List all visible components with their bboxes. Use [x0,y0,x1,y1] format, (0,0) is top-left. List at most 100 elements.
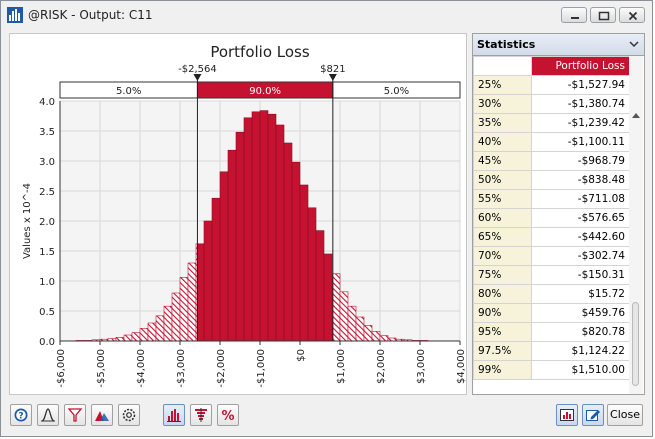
table-row[interactable]: 70% -$302.74 [473,246,630,266]
close-icon [628,11,638,21]
histogram-bar [203,220,213,342]
scroll-up-icon[interactable] [632,112,640,118]
middle-percent: 90.0% [249,86,281,97]
percentile-label: 97.5% [473,341,532,361]
title-bar[interactable]: @RISK - Output: C11 [1,1,652,31]
table-row[interactable]: 75% -$150.31 [473,265,630,285]
percentile-label: 65% [473,227,532,247]
histogram-bar-tail [171,292,181,342]
help-button[interactable]: ? [10,404,32,426]
percentile-label: 90% [473,303,532,323]
statistics-scrollbar[interactable] [629,56,643,394]
percentile-label: 70% [473,246,532,266]
settings-button[interactable] [118,404,140,426]
histogram-bar-tail [155,315,165,342]
histogram-bar [307,207,317,342]
scroll-thumb[interactable] [632,302,639,386]
histogram-bar-tail [179,277,189,342]
y-tick-label: 0.5 [39,307,55,318]
y-tick-label: 2.0 [39,217,55,228]
table-row[interactable]: 99% $1,510.00 [473,360,630,380]
x-tick-label: $4,000 [456,349,466,384]
table-row[interactable]: 45% -$968.79 [473,151,630,171]
tornado-icon [195,408,207,422]
histogram-bar [235,131,245,342]
percentile-label: 75% [473,265,532,285]
close-button[interactable]: Close [607,404,643,426]
histogram-bar [251,111,261,342]
x-tick-label: -$5,000 [96,349,107,388]
svg-text:%: % [221,409,234,423]
histogram-button[interactable] [163,404,185,426]
bottom-toolbar: ? % Close [1,399,652,435]
percentile-value: -$150.31 [531,265,630,285]
left-delimiter-label: -$2,564 [178,64,217,75]
svg-text:?: ? [18,412,23,422]
histogram-bar [219,171,229,342]
percentile-value: -$1,100.11 [531,132,630,152]
minimize-button[interactable] [561,7,587,23]
maximize-button[interactable] [590,7,616,23]
x-tick-label: $1,000 [336,349,347,384]
x-tick-label: $0 [296,349,307,362]
overlay-button[interactable] [91,404,113,426]
percentile-label: 80% [473,284,532,304]
y-axis-label: Values x 10^-4 [22,183,33,259]
overlay-icon [95,411,109,421]
percentile-label: 95% [473,322,532,342]
histogram-bar-tail [115,337,125,342]
risk-app-icon [7,7,23,23]
histogram-bar [299,184,309,342]
column-header-portfolio-loss[interactable]: Portfolio Loss [531,56,630,76]
x-tick-label: -$1,000 [256,349,267,388]
table-row[interactable]: 97.5% $1,124.22 [473,341,630,361]
percentile-value: -$1,239.42 [531,113,630,133]
y-tick-label: 0.0 [39,337,55,348]
histogram-bar-tail [355,316,365,342]
percentile-value: -$1,380.74 [531,94,630,114]
table-row[interactable]: 60% -$576.65 [473,208,630,228]
table-row[interactable]: 25% -$1,527.94 [473,75,630,95]
left-tail-percent: 5.0% [116,86,141,97]
histogram-bar-tail [371,331,381,342]
percentile-label: 40% [473,132,532,152]
statistics-header[interactable]: Statistics [473,34,644,56]
edit-icon [586,410,600,421]
table-row[interactable]: 65% -$442.60 [473,227,630,247]
edit-button[interactable] [582,404,604,426]
histogram-bar-tail [363,325,373,342]
minimize-icon [571,17,579,19]
tornado-button[interactable] [190,404,212,426]
close-window-button[interactable] [619,7,645,23]
y-tick-label: 2.5 [39,187,55,198]
table-row[interactable]: 95% $820.78 [473,322,630,342]
table-row[interactable]: 80% $15.72 [473,284,630,304]
histogram-bar [259,110,269,342]
table-row[interactable]: 50% -$838.48 [473,170,630,190]
x-tick-label: $3,000 [416,349,427,384]
table-row[interactable]: 55% -$711.08 [473,189,630,209]
table-row[interactable]: 35% -$1,239.42 [473,113,630,133]
histogram-bar [315,230,325,342]
histogram-bar [227,149,237,342]
scenario-button[interactable]: % [217,404,239,426]
chevron-down-icon[interactable] [628,38,640,50]
histogram-icon [167,409,181,422]
left-delimiter-handle[interactable] [193,74,202,81]
filter-icon [67,408,83,422]
percentile-label: 30% [473,94,532,114]
distribution-fit-button[interactable] [37,404,59,426]
window-title: @RISK - Output: C11 [28,8,153,22]
table-row[interactable]: 30% -$1,380.74 [473,94,630,114]
right-delimiter-handle[interactable] [328,74,337,81]
histogram-bar-split [332,273,341,342]
histogram-bar [243,117,253,342]
table-row[interactable]: 40% -$1,100.11 [473,132,630,152]
chart-title: Portfolio Loss [210,43,310,61]
x-tick-label: -$3,000 [176,349,187,388]
filter-button[interactable] [64,404,86,426]
percentile-label: 55% [473,189,532,209]
table-row[interactable]: 90% $459.76 [473,303,630,323]
report-button[interactable] [556,404,578,426]
percentile-value: -$968.79 [531,151,630,171]
